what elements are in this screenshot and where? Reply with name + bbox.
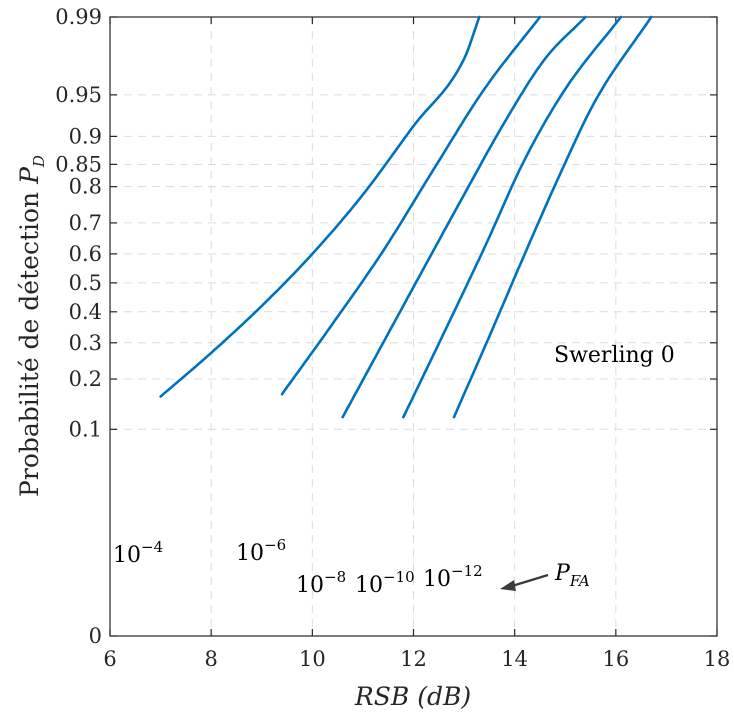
pfa-label-base: 10 [236, 541, 264, 566]
y-axis-title-symbol: P [15, 166, 44, 185]
pfa-series-label: 10−10 [355, 568, 415, 598]
swerling-annotation: Swerling 0 [554, 343, 675, 368]
pfa-label-exponent: −8 [324, 568, 346, 586]
pfa-annotation: PFA [554, 561, 590, 590]
y-tick-label: 0.8 [69, 175, 102, 199]
x-axis-ticks: 6 8 10 12 14 16 18 [103, 17, 730, 671]
x-tick-label: 8 [204, 647, 217, 671]
y-axis-ticks: 0 0.1 0.2 0.3 0.4 0.5 0.6 0.7 0.80.85 0.9 0.95 0.99 [55, 5, 717, 648]
x-tick-label: 6 [103, 647, 116, 671]
pfa-series-label: 10−8 [296, 568, 346, 598]
y-tick-label: 0.1 [69, 417, 102, 441]
pfa-label-base: 10 [296, 573, 324, 598]
y-tick-label: 0.99 [55, 5, 102, 29]
series-line [280, 15, 542, 396]
y-axis-title: Probabilité de détection PD [15, 155, 48, 497]
grid [110, 17, 717, 636]
pfa-series-label: 10−12 [423, 562, 483, 592]
y-tick-label: 0.5 [69, 271, 102, 295]
pfa-label-exponent: −4 [141, 538, 163, 556]
pfa-series-label: 10−4 [113, 538, 163, 568]
pfa-label-base: 10 [355, 573, 383, 598]
y-tick-label: 0.2 [69, 367, 102, 391]
pfa-annotation-subscript: FA [569, 572, 590, 590]
series-line [341, 15, 587, 419]
pfa-arrow-shaft [511, 573, 549, 588]
pfa-label-base: 10 [423, 567, 451, 592]
pfa-label-exponent: −12 [451, 562, 483, 580]
y-tick-label: 0.85 [55, 152, 102, 176]
pfa-annotation-symbol: P [554, 561, 571, 586]
y-tick-label: 0.9 [69, 124, 102, 148]
pfa-label-exponent: −6 [264, 536, 286, 554]
x-tick-label: 16 [602, 647, 629, 671]
y-axis-title-text: Probabilité de détection [15, 184, 44, 497]
y-axis-title-subscript: D [30, 155, 48, 168]
x-axis-title: RSB (dB) [354, 682, 471, 711]
y-tick-label: 0 [89, 624, 102, 648]
x-tick-label: 14 [501, 647, 528, 671]
x-tick-label: 12 [400, 647, 427, 671]
x-tick-label: 10 [299, 647, 326, 671]
y-tick-label: 0.4 [69, 300, 102, 324]
series-lines [159, 15, 653, 419]
pfa-label-exponent: −10 [383, 568, 415, 586]
series-line [159, 15, 481, 398]
series-line [452, 15, 653, 419]
pfa-label-base: 10 [113, 543, 141, 568]
pfa-arrow-head [500, 580, 516, 591]
pfa-labels: 10−4 10−610−8 10−10 10−12 [113, 536, 483, 598]
y-tick-label: 0.95 [55, 83, 102, 107]
y-tick-label: 0.6 [69, 242, 102, 266]
y-tick-label: 0.7 [69, 211, 102, 235]
y-tick-label: 0.3 [69, 331, 102, 355]
series-line [402, 15, 623, 419]
x-tick-label: 18 [704, 647, 731, 671]
pfa-series-label: 10−6 [236, 536, 286, 566]
